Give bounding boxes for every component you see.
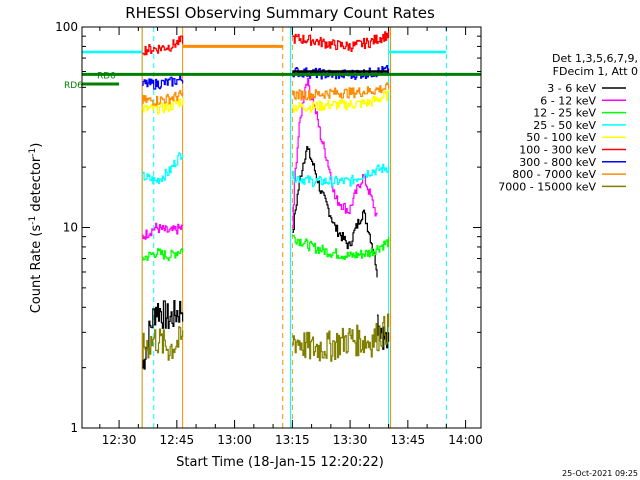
series-0-segment-1	[292, 146, 378, 278]
series-8-segment-1	[292, 313, 390, 362]
y-tick-label-1: 10	[63, 221, 78, 235]
status-label-1: RD6	[64, 81, 83, 91]
x-tick-label-3: 13:15	[275, 433, 310, 447]
legend-entry-6: 300 - 800 keV	[519, 156, 596, 169]
series-3-segment-0	[142, 152, 184, 185]
footer-timestamp: 25-Oct-2021 09:25	[562, 469, 638, 478]
legend-entry-4: 50 - 100 keV	[526, 131, 596, 144]
legend-header-1: FDecim 1, Att 0	[553, 65, 638, 78]
x-tick-label-2: 13:00	[217, 433, 252, 447]
legend-entry-1: 6 - 12 keV	[540, 94, 596, 107]
series-4-segment-0	[142, 97, 184, 115]
y-axis-label: Count Rate (s-1 detector-1)	[28, 143, 44, 314]
x-tick-label-1: 12:45	[160, 433, 195, 447]
series-1-segment-1	[292, 77, 378, 229]
y-tick-label-0: 1	[70, 421, 78, 435]
series-5-segment-0	[142, 35, 184, 56]
series-0-segment-2	[377, 314, 390, 350]
legend-header-0: Det 1,3,5,6,7,9,	[552, 52, 638, 65]
legend-entry-8: 7000 - 15000 keV	[498, 180, 596, 193]
series-1-segment-0	[142, 222, 184, 240]
x-tick-label-0: 12:30	[102, 433, 137, 447]
x-tick-label-6: 14:00	[448, 433, 483, 447]
legend-entry-2: 12 - 25 keV	[533, 107, 596, 120]
x-tick-label-4: 13:30	[333, 433, 368, 447]
series-4-segment-1	[292, 89, 390, 113]
legend-entry-0: 3 - 6 keV	[547, 82, 596, 95]
series-3-segment-1	[292, 163, 390, 188]
legend-entry-3: 25 - 50 keV	[533, 119, 596, 132]
status-label-0: RD0	[97, 71, 116, 81]
series-2-segment-0	[142, 248, 184, 262]
legend-entry-5: 100 - 300 keV	[519, 144, 596, 157]
x-tick-label-5: 13:45	[391, 433, 426, 447]
series-6-segment-0	[142, 75, 184, 90]
chart-title: RHESSI Observing Summary Count Rates	[125, 4, 435, 22]
series-7-segment-2	[292, 82, 390, 101]
x-axis-label: Start Time (18-Jan-15 12:20:22)	[176, 455, 384, 470]
series-8-segment-0	[142, 326, 184, 361]
series-0-segment-0	[142, 300, 184, 370]
series-5-segment-1	[292, 29, 390, 52]
y-tick-label-2: 100	[55, 20, 78, 34]
series-7-segment-0	[142, 90, 184, 106]
legend-entry-7: 800 - 7000 keV	[512, 168, 596, 181]
series-2-segment-1	[292, 234, 390, 260]
